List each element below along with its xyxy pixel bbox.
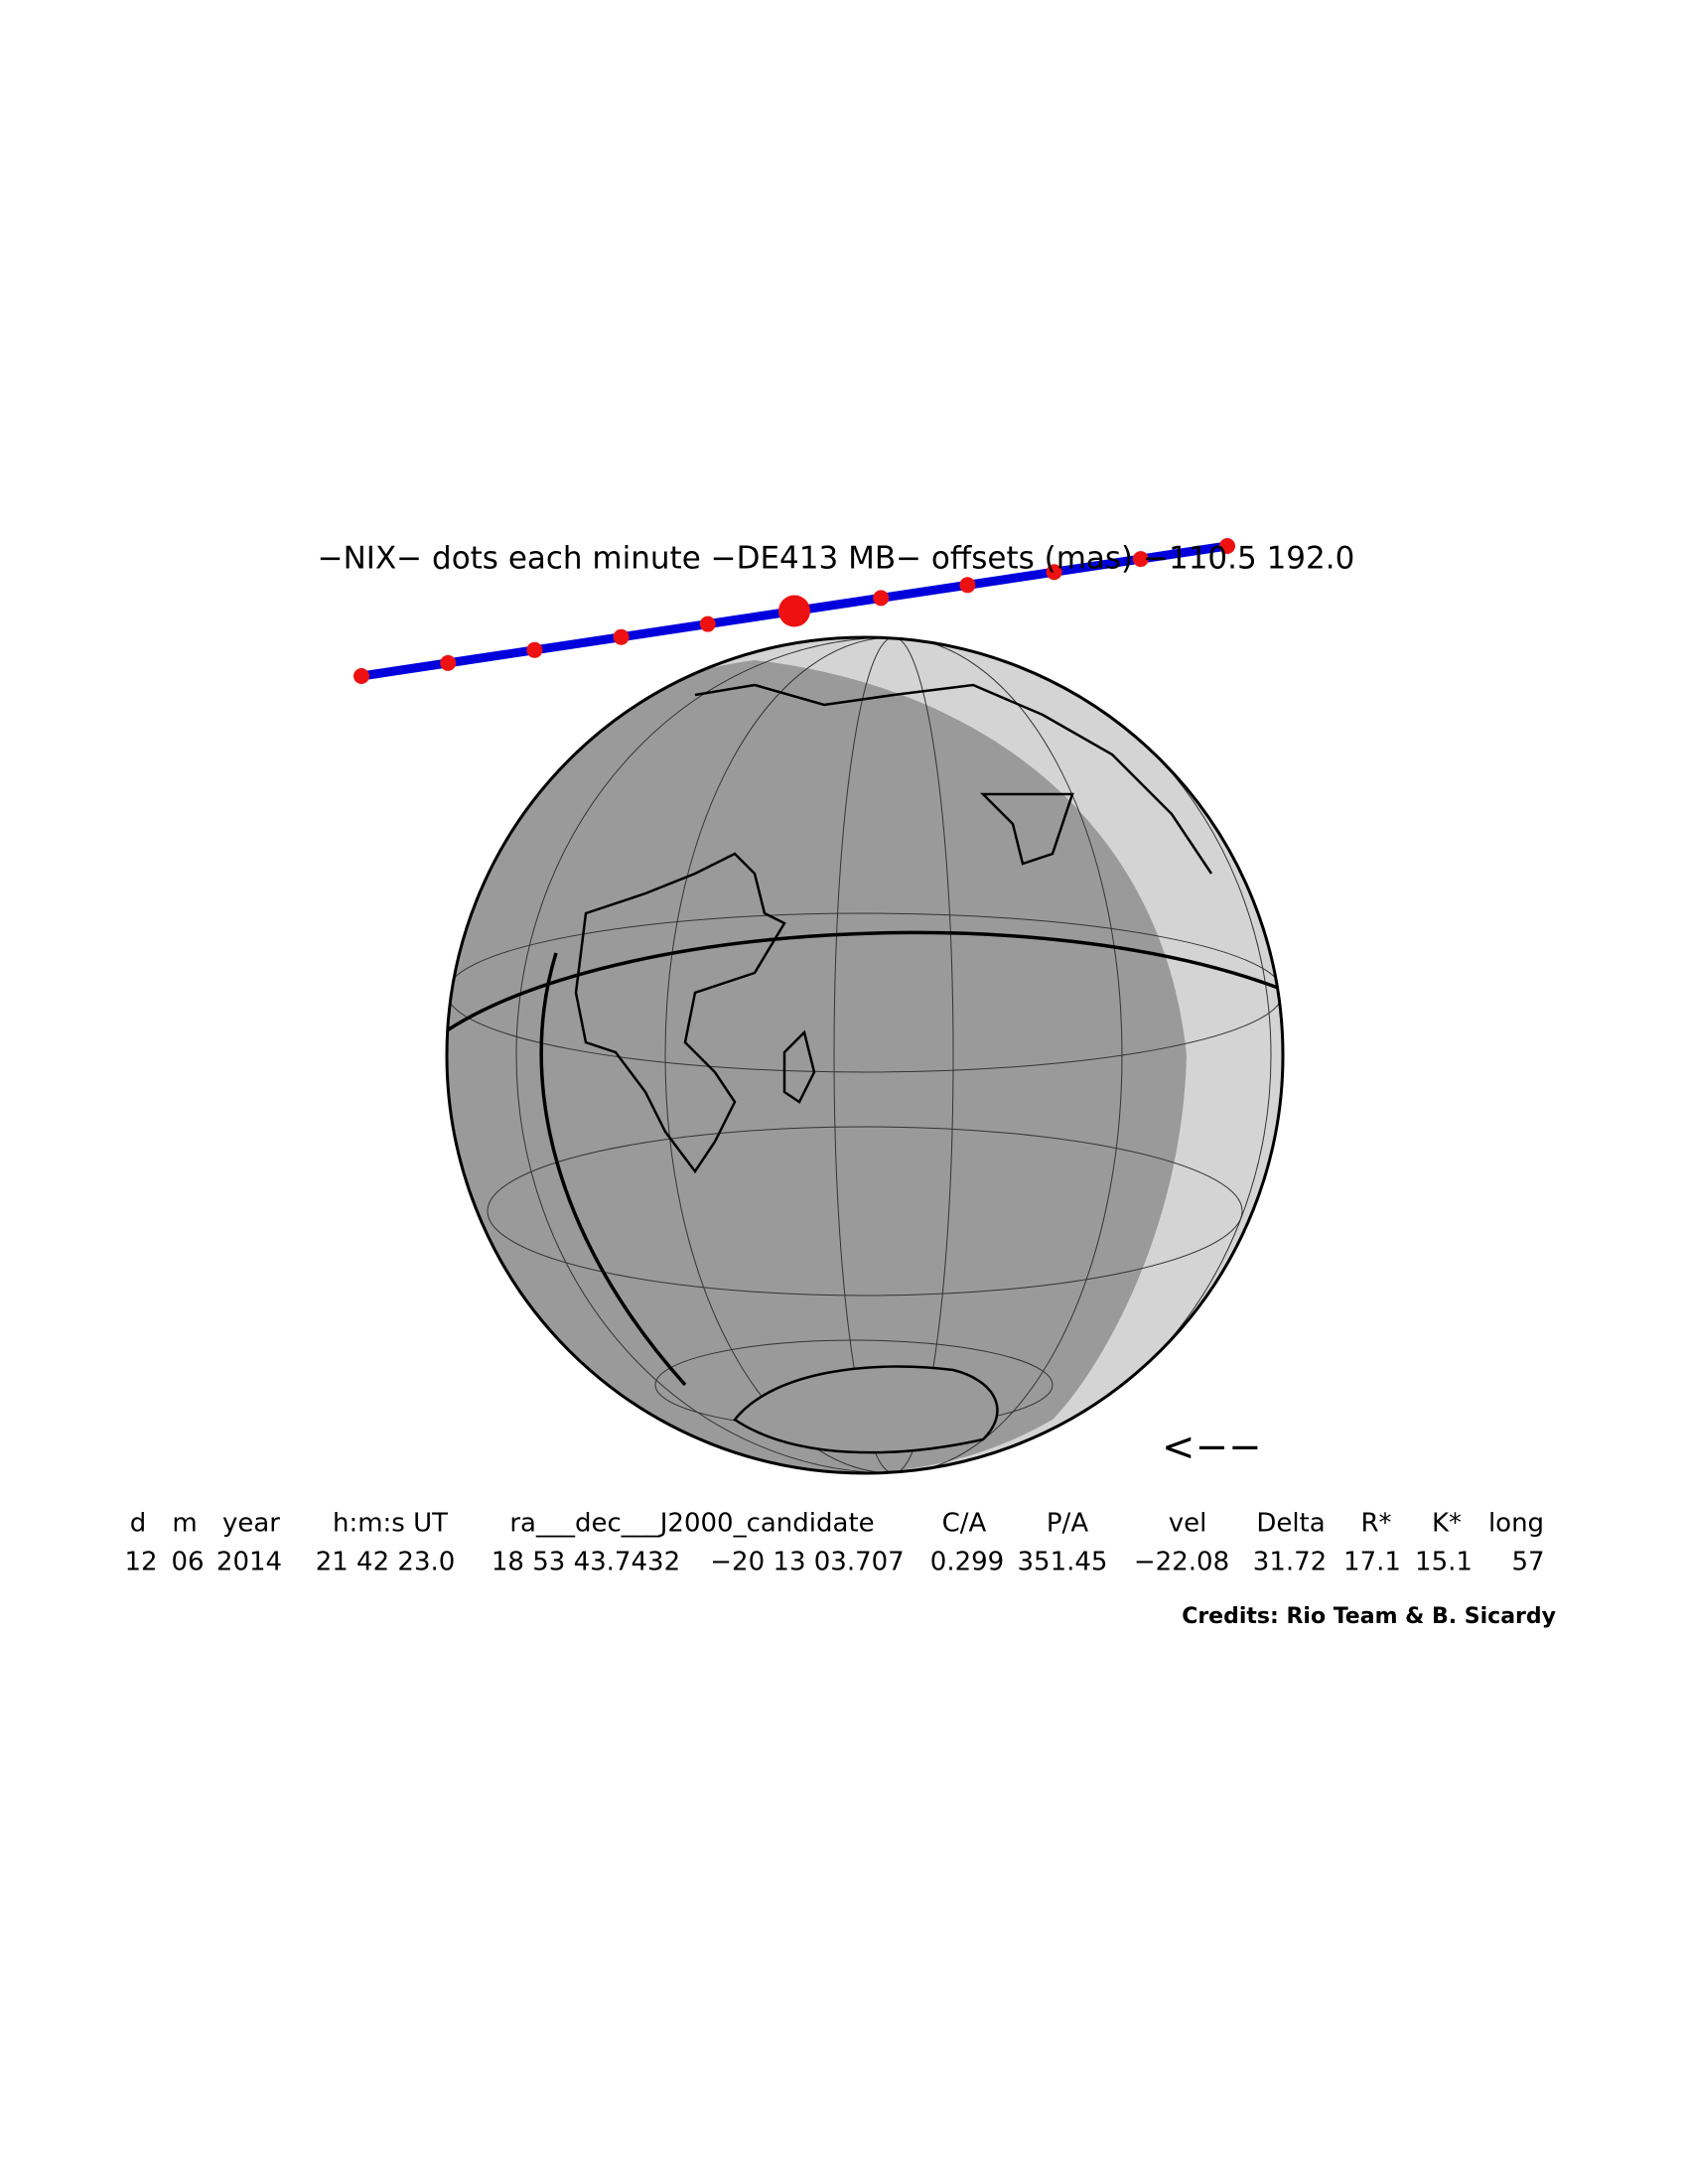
header-cell: C/A: [942, 1509, 987, 1539]
value-cell: 17.1: [1343, 1548, 1401, 1577]
value-cell: 2014: [216, 1548, 282, 1577]
value-cell: −22.08: [1134, 1548, 1229, 1577]
minute-dot: [353, 668, 369, 684]
value-row: 12 06 2014 21 42 23.0 18 53 43.7432 −20 …: [124, 1548, 1544, 1577]
minute-dot: [440, 654, 457, 671]
value-cell: 15.1: [1415, 1548, 1473, 1577]
minute-dot: [526, 641, 543, 658]
header-cell: h:m:s UT: [333, 1509, 448, 1539]
header-cell: long: [1488, 1509, 1544, 1539]
value-cell: 31.72: [1253, 1548, 1327, 1577]
globe: [445, 635, 1285, 1475]
value-cell: −20 13 03.707: [710, 1548, 904, 1577]
title: −NIX− dots each minute −DE413 MB− offset…: [318, 541, 1355, 577]
minute-dot: [1046, 564, 1062, 581]
value-cell: 12: [124, 1548, 157, 1577]
value-cell: 21 42 23.0: [316, 1548, 456, 1577]
value-cell: 18 53 43.7432: [492, 1548, 680, 1577]
header-cell: Delta: [1256, 1509, 1325, 1539]
value-cell: 06: [171, 1548, 204, 1577]
header-cell: vel: [1169, 1509, 1207, 1539]
header-cell: P/A: [1047, 1509, 1088, 1539]
value-cell: 351.45: [1018, 1548, 1108, 1577]
header-cell: ra___dec___J2000_candidate: [509, 1509, 874, 1539]
direction-arrow: <−−: [1162, 1425, 1262, 1470]
header-cell: d: [130, 1509, 147, 1539]
credits: Credits: Rio Team & B. Sicardy: [1182, 1604, 1556, 1629]
header-row: d m year h:m:s UT ra___dec___J2000_candi…: [130, 1509, 1544, 1539]
minute-dot: [1219, 538, 1235, 554]
header-cell: R*: [1360, 1509, 1391, 1539]
value-cell: 57: [1511, 1548, 1544, 1577]
minute-dot: [778, 595, 810, 627]
minute-dot: [699, 615, 716, 632]
minute-dot: [1132, 551, 1149, 568]
minute-dot: [959, 577, 976, 594]
header-cell: m: [172, 1509, 197, 1539]
header-cell: K*: [1432, 1509, 1462, 1539]
value-cell: 0.299: [930, 1548, 1004, 1577]
minute-dot: [873, 590, 890, 607]
minute-dot: [613, 628, 630, 645]
shadow-track: [353, 538, 1235, 684]
header-cell: year: [222, 1509, 280, 1539]
